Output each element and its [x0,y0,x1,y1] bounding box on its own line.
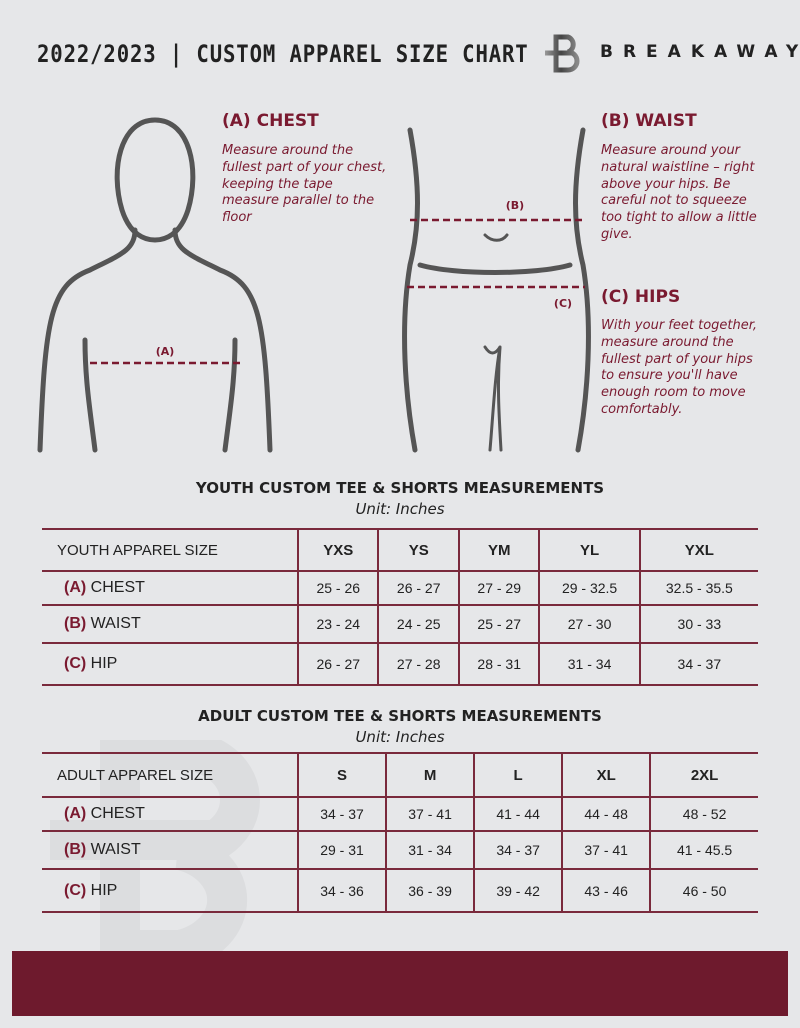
waist-description: Measure around your natural waistline – … [601,143,757,242]
size-label-header: YOUTH APPAREL SIZE [42,528,298,572]
measurement-value: 27 - 28 [377,642,459,686]
measurement-value: 29 - 31 [296,830,387,870]
hips-marker: (C) [554,297,572,310]
measurement-label: (A) CHEST [42,796,298,832]
measurement-code: (B) [64,841,87,858]
measurement-value: 28 - 31 [457,642,540,686]
size-column-header: M [385,752,475,798]
hips-description: With your feet together, measure around … [601,318,758,417]
breakaway-logo-icon [545,34,580,73]
table-row: (B) WAIST 23 - 24 24 - 25 25 - 27 27 - 30 30 … [42,604,758,644]
size-column-header: YS [377,528,459,572]
measurement-name: HIP [90,881,118,899]
size-column-header: 2XL [649,752,758,798]
footer-bar [12,951,788,1016]
waist-hips-figure-illustration: (B) (C) [402,127,591,453]
measurement-value: 43 - 46 [561,868,651,913]
measurement-name: WAIST [90,615,141,632]
measurement-value: 31 - 34 [538,642,640,686]
adult-size-table: ADULT APPAREL SIZE S M L XL 2XL (A) CHEST 34 - … [42,752,758,913]
measurement-label: (B) WAIST [42,830,298,870]
measurement-value: 37 - 41 [561,830,651,870]
measurement-value: 37 - 41 [385,796,475,832]
measurement-code: (A) [64,579,87,596]
measurement-value: 29 - 32.5 [538,570,640,606]
size-column-header: YM [457,528,540,572]
chest-figure-illustration: (A) [37,117,273,453]
adult-table-unit: Unit: Inches [355,728,445,746]
measurement-value: 26 - 27 [296,642,379,686]
table-row: (C) HIP 34 - 36 36 - 39 39 - 42 43 - 46 46 - … [42,868,758,913]
page-title: 2022/2023 | CUSTOM APPAREL SIZE CHART [37,40,529,68]
measurement-name: CHEST [90,579,145,596]
table-row: (A) CHEST 25 - 26 26 - 27 27 - 29 29 - 32.5 3… [42,570,758,606]
measurement-value: 46 - 50 [649,868,758,913]
measurement-value: 34 - 37 [296,796,387,832]
youth-table-title: YOUTH CUSTOM TEE & SHORTS MEASUREMENTS [195,479,605,497]
size-column-header: YL [538,528,640,572]
table-row: (A) CHEST 34 - 37 37 - 41 41 - 44 44 - 48 48 … [42,796,758,832]
chest-marker: (A) [156,345,175,358]
measurement-label: (C) HIP [42,642,298,686]
waist-heading: (B) WAIST [601,111,697,131]
chest-description: Measure around the fullest part of your … [222,143,387,226]
measurement-label: (C) HIP [42,868,298,913]
measurement-value: 41 - 44 [473,796,563,832]
youth-size-table: YOUTH APPAREL SIZE YXS YS YM YL YXL (A) CHEST 2… [42,528,758,686]
measurement-value: 39 - 42 [473,868,563,913]
measurement-code: (A) [64,805,87,822]
measurement-value: 32.5 - 35.5 [638,570,758,606]
youth-table-unit: Unit: Inches [355,500,445,518]
size-column-header: L [473,752,563,798]
measurement-code: (C) [64,655,87,672]
measurement-value: 24 - 25 [377,604,459,644]
measurement-code: (C) [64,881,87,899]
brand-name: BREAKAWAY [600,42,800,62]
size-label-header: ADULT APPAREL SIZE [42,752,298,798]
table-row: (C) HIP 26 - 27 27 - 28 28 - 31 31 - 34 34 - … [42,642,758,686]
measurement-value: 36 - 39 [385,868,475,913]
adult-table-title: ADULT CUSTOM TEE & SHORTS MEASUREMENTS [198,707,602,725]
size-column-header: XL [561,752,651,798]
hips-heading: (C) HIPS [601,287,681,307]
table-header-row: ADULT APPAREL SIZE S M L XL 2XL [42,752,758,798]
measurement-value: 27 - 30 [538,604,640,644]
measurement-value: 34 - 37 [473,830,563,870]
measurement-value: 44 - 48 [561,796,651,832]
size-column-header: YXL [638,528,758,572]
table-header-row: YOUTH APPAREL SIZE YXS YS YM YL YXL [42,528,758,572]
measurement-value: 41 - 45.5 [649,830,758,870]
measurement-code: (B) [64,615,87,632]
chest-heading: (A) CHEST [222,111,319,131]
measurement-value: 34 - 36 [296,868,387,913]
measurement-name: HIP [90,655,118,672]
size-column-header: S [296,752,387,798]
measurement-value: 27 - 29 [457,570,540,606]
measurement-value: 48 - 52 [649,796,758,832]
table-row: (B) WAIST 29 - 31 31 - 34 34 - 37 37 - 41 41 … [42,830,758,870]
measurement-value: 30 - 33 [638,604,758,644]
measurement-value: 34 - 37 [638,642,758,686]
measurement-value: 31 - 34 [385,830,475,870]
measurement-value: 25 - 27 [457,604,540,644]
measurement-value: 26 - 27 [377,570,459,606]
waist-marker: (B) [506,199,524,212]
measurement-name: WAIST [90,841,141,858]
size-column-header: YXS [296,528,379,572]
measurement-label: (B) WAIST [42,604,298,644]
measurement-name: CHEST [90,805,145,822]
measurement-label: (A) CHEST [42,570,298,606]
measurement-value: 23 - 24 [296,604,379,644]
measurement-value: 25 - 26 [296,570,379,606]
